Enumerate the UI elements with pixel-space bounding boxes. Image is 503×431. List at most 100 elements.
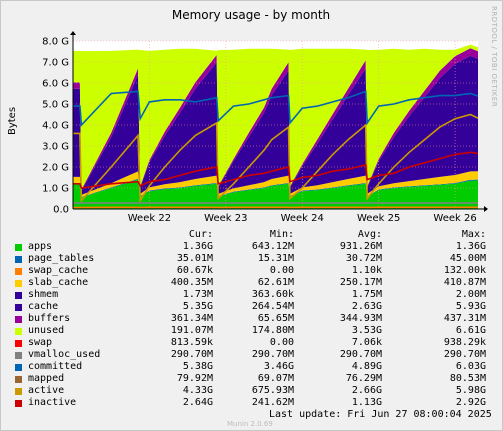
legend-min: 65.65M bbox=[257, 313, 294, 324]
legend-min: 241.62M bbox=[251, 397, 294, 408]
header-cur: Cur: bbox=[188, 229, 213, 240]
legend-label: slab_cache bbox=[28, 277, 89, 288]
legend-avg: 3.53G bbox=[351, 325, 382, 336]
legend-cur: 35.01M bbox=[176, 253, 213, 264]
area-cache bbox=[73, 55, 478, 195]
legend-label: vmalloc_used bbox=[28, 349, 101, 360]
legend-min: 264.54M bbox=[251, 301, 294, 312]
legend-avg: 2.63G bbox=[351, 301, 382, 312]
legend-max: 45.00M bbox=[449, 253, 486, 264]
legend-avg: 4.89G bbox=[351, 361, 382, 372]
legend-avg: 30.72M bbox=[345, 253, 382, 264]
legend-avg: 1.13G bbox=[351, 397, 382, 408]
legend-avg: 344.93M bbox=[339, 313, 382, 324]
legend-label: cache bbox=[28, 301, 59, 312]
legend-min: 363.60k bbox=[251, 289, 294, 300]
legend-max: 6.61G bbox=[455, 325, 486, 336]
legend-avg: 7.06k bbox=[351, 337, 382, 348]
legend-min: 0.00 bbox=[269, 337, 294, 348]
x-tick-label: Week 24 bbox=[281, 213, 324, 224]
legend-swatch bbox=[15, 244, 22, 251]
legend-cur: 1.36G bbox=[182, 241, 213, 252]
y-tick-label: 6.0 G bbox=[42, 79, 69, 90]
legend-label: inactive bbox=[28, 397, 77, 408]
y-tick-label: 5.0 G bbox=[42, 100, 69, 111]
legend-min: 62.61M bbox=[257, 277, 294, 288]
legend-min: 174.80M bbox=[251, 325, 294, 336]
legend-min: 0.00 bbox=[269, 265, 294, 276]
rrdtool-credit: RRDTOOL / TOBI OETIKER bbox=[490, 6, 498, 108]
legend-min: 675.93M bbox=[251, 385, 294, 396]
area-unused bbox=[73, 44, 478, 190]
legend-cur: 290.70M bbox=[170, 349, 213, 360]
legend-avg: 2.66G bbox=[351, 385, 382, 396]
legend-swatch bbox=[15, 316, 22, 323]
legend-label: committed bbox=[28, 361, 83, 372]
x-tick-label: Week 22 bbox=[128, 213, 171, 224]
legend-label: mapped bbox=[28, 373, 65, 384]
legend-avg: 76.29M bbox=[345, 373, 382, 384]
legend-cur: 1.73M bbox=[182, 289, 213, 300]
area-apps bbox=[73, 179, 478, 209]
header-avg: Avg: bbox=[357, 229, 382, 240]
legend-avg: 931.26M bbox=[339, 241, 382, 252]
legend-swatch bbox=[15, 376, 22, 383]
legend-cur: 5.35G bbox=[182, 301, 213, 312]
legend-cur: 5.38G bbox=[182, 361, 213, 372]
legend-swatch bbox=[15, 388, 22, 395]
legend-label: active bbox=[28, 385, 65, 396]
legend-max: 2.92G bbox=[455, 397, 486, 408]
legend-min: 290.70M bbox=[251, 349, 294, 360]
legend-max: 2.00M bbox=[455, 289, 486, 300]
y-tick-label: 8.0 G bbox=[42, 37, 69, 48]
legend-max: 1.36G bbox=[455, 241, 486, 252]
legend-swatch bbox=[15, 280, 22, 287]
area-slab_cache bbox=[73, 171, 478, 197]
legend-min: 69.07M bbox=[257, 373, 294, 384]
legend-max: 437.31M bbox=[443, 313, 486, 324]
munin-version: Munin 2.0.69 bbox=[227, 420, 273, 428]
legend-max: 5.93G bbox=[455, 301, 486, 312]
legend-cur: 79.92M bbox=[176, 373, 213, 384]
legend-swatch bbox=[15, 400, 22, 407]
legend-cur: 361.34M bbox=[170, 313, 213, 324]
x-tick-label: Week 23 bbox=[204, 213, 247, 224]
legend-swatch bbox=[15, 340, 22, 347]
legend-min: 15.31M bbox=[257, 253, 294, 264]
line-active bbox=[73, 113, 479, 204]
legend-cur: 2.64G bbox=[182, 397, 213, 408]
legend-max: 80.53M bbox=[449, 373, 486, 384]
legend-swatch bbox=[15, 256, 22, 263]
legend-cur: 400.35M bbox=[170, 277, 213, 288]
header-min: Min: bbox=[269, 229, 294, 240]
x-axis-arrow bbox=[484, 206, 488, 212]
legend-cur: 191.07M bbox=[170, 325, 213, 336]
legend-label: swap_cache bbox=[28, 265, 89, 276]
y-tick-label: 0.0 bbox=[53, 205, 69, 216]
legend-cur: 4.33G bbox=[182, 385, 213, 396]
legend-label: apps bbox=[28, 241, 53, 252]
legend-min: 3.46G bbox=[263, 361, 294, 372]
y-tick-label: 4.0 G bbox=[42, 121, 69, 132]
y-tick-label: 7.0 G bbox=[42, 58, 69, 69]
legend-swatch bbox=[15, 328, 22, 335]
legend-label: shmem bbox=[28, 289, 59, 300]
legend-max: 938.29k bbox=[443, 337, 486, 348]
x-tick-label: Week 26 bbox=[433, 213, 476, 224]
legend-max: 5.98G bbox=[455, 385, 486, 396]
legend-avg: 1.10k bbox=[351, 265, 382, 276]
legend-cur: 813.59k bbox=[170, 337, 213, 348]
legend-max: 290.70M bbox=[443, 349, 486, 360]
memory-chart: Memory usage - by month Bytes 0.0 1.0 G 2.… bbox=[7, 8, 488, 224]
y-tick-label: 2.0 G bbox=[42, 163, 69, 174]
legend-swatch bbox=[15, 352, 22, 359]
legend-swatch bbox=[15, 268, 22, 275]
legend-avg: 1.75M bbox=[351, 289, 382, 300]
plot-area: 0.0 1.0 G 2.0 G 3.0 G 4.0 G 5.0 G 6.0 G 7.0 G 8.… bbox=[42, 31, 488, 224]
y-tick-label: 1.0 G bbox=[42, 184, 69, 195]
legend-label: unused bbox=[28, 325, 65, 336]
legend-label: buffers bbox=[28, 313, 71, 324]
x-tick-label: Week 25 bbox=[357, 213, 400, 224]
y-axis-label: Bytes bbox=[7, 107, 18, 135]
